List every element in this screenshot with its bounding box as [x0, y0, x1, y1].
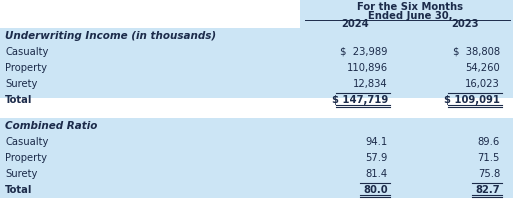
Bar — [0, 118, 513, 134]
Bar — [0, 76, 513, 92]
Bar — [0, 134, 513, 150]
Text: For the Six Months: For the Six Months — [357, 2, 463, 12]
Text: 82.7: 82.7 — [476, 185, 500, 195]
Text: 12,834: 12,834 — [353, 79, 388, 89]
Bar — [0, 28, 513, 44]
Text: 2024: 2024 — [341, 19, 369, 29]
Text: Casualty: Casualty — [5, 137, 48, 147]
Text: Property: Property — [5, 153, 47, 163]
Text: Ended June 30,: Ended June 30, — [368, 11, 452, 21]
Text: $ 147,719: $ 147,719 — [332, 95, 388, 105]
Text: Casualty: Casualty — [5, 47, 48, 57]
Text: Property: Property — [5, 63, 47, 73]
Text: 89.6: 89.6 — [478, 137, 500, 147]
Text: 81.4: 81.4 — [366, 169, 388, 179]
Text: 80.0: 80.0 — [363, 185, 388, 195]
Text: $  23,989: $ 23,989 — [341, 47, 388, 57]
Text: 57.9: 57.9 — [366, 153, 388, 163]
Bar — [0, 60, 513, 76]
Text: Surety: Surety — [5, 79, 37, 89]
Bar — [0, 198, 513, 213]
Bar — [0, 166, 513, 182]
Bar — [300, 0, 513, 28]
Text: 94.1: 94.1 — [366, 137, 388, 147]
Text: $ 109,091: $ 109,091 — [444, 95, 500, 105]
Bar — [0, 98, 513, 108]
Text: 71.5: 71.5 — [478, 153, 500, 163]
Text: 75.8: 75.8 — [478, 169, 500, 179]
Text: Combined Ratio: Combined Ratio — [5, 121, 97, 131]
Bar — [0, 92, 513, 108]
Text: Surety: Surety — [5, 169, 37, 179]
Bar — [0, 44, 513, 60]
Text: Total: Total — [5, 95, 32, 105]
Text: Total: Total — [5, 185, 32, 195]
Text: $  38,808: $ 38,808 — [453, 47, 500, 57]
Text: 16,023: 16,023 — [465, 79, 500, 89]
Bar — [0, 150, 513, 166]
Text: 110,896: 110,896 — [347, 63, 388, 73]
Bar — [0, 182, 513, 198]
Text: 54,260: 54,260 — [465, 63, 500, 73]
Text: Underwriting Income (in thousands): Underwriting Income (in thousands) — [5, 31, 216, 41]
Text: 2023: 2023 — [451, 19, 479, 29]
